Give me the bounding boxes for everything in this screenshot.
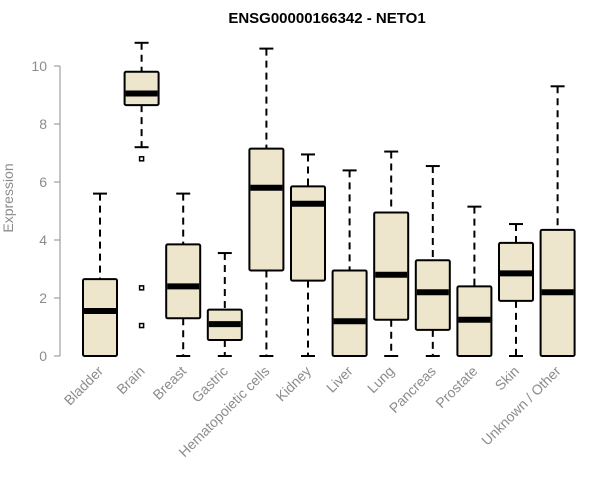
y-axis: 0 2 4 6 8 10 xyxy=(31,58,61,364)
iqr-box xyxy=(290,185,326,282)
box-liver xyxy=(331,169,368,358)
y-axis-title: Expression xyxy=(0,163,16,232)
y-tick-label: 10 xyxy=(31,58,47,74)
y-tick-label: 2 xyxy=(39,290,47,306)
x-tick-label: Unknown / Other xyxy=(478,363,564,449)
x-tick-label: Brain xyxy=(113,363,147,397)
box-breast xyxy=(165,192,202,357)
outlier-point xyxy=(138,285,145,291)
box-hematopoietic-cells xyxy=(248,47,285,357)
box-skin xyxy=(498,223,534,357)
y-tick-label: 0 xyxy=(39,348,47,364)
box-unknown-other xyxy=(539,85,576,358)
box-bladder xyxy=(82,192,118,357)
outlier-point xyxy=(138,156,145,162)
box-gastric xyxy=(206,252,243,357)
box-prostate xyxy=(456,205,493,357)
box-lung xyxy=(373,150,410,357)
x-tick-label: Lung xyxy=(364,363,397,396)
iqr-box xyxy=(373,211,410,321)
y-tick-label: 6 xyxy=(39,174,47,190)
box-group xyxy=(82,41,576,358)
outlier-point xyxy=(138,322,145,329)
x-tick-label: Bladder xyxy=(61,363,107,409)
box-brain xyxy=(123,41,160,329)
x-tick-label: Liver xyxy=(323,363,356,396)
x-tick-label: Skin xyxy=(492,363,523,394)
iqr-box xyxy=(248,147,285,272)
iqr-box xyxy=(331,269,368,358)
box-kidney xyxy=(290,153,326,357)
x-tick-label: Prostate xyxy=(432,363,480,411)
box-pancreas xyxy=(414,165,451,357)
chart-title: ENSG00000166342 - NETO1 xyxy=(228,10,425,27)
iqr-box xyxy=(165,243,202,320)
iqr-box xyxy=(123,70,160,107)
y-tick-label: 4 xyxy=(39,232,47,248)
x-tick-label: Breast xyxy=(149,363,189,403)
y-tick-label: 8 xyxy=(39,116,47,132)
x-tick-label: Kidney xyxy=(273,363,315,405)
iqr-box xyxy=(82,278,118,357)
